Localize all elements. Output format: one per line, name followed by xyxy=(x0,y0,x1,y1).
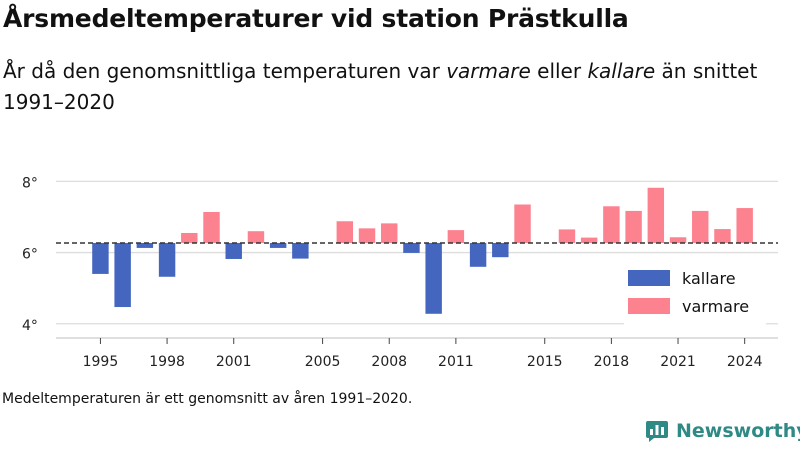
bar-colder xyxy=(492,242,509,258)
bar-colder xyxy=(425,242,442,314)
legend-label: kallare xyxy=(682,269,736,288)
bar-warmer xyxy=(447,230,465,243)
y-tick-label: 8° xyxy=(22,175,38,191)
chart-title: Årsmedeltemperaturer vid station Prästku… xyxy=(3,4,629,33)
bar-warmer xyxy=(603,206,620,243)
bar-chart: 4° 6° 8° 1995 1998 2001 2005 2008 2011 2015 2018 20… xyxy=(22,175,778,370)
legend-swatch xyxy=(628,270,670,286)
subtitle-text-2: eller xyxy=(530,59,588,83)
bar-warmer xyxy=(736,208,753,243)
bar-colder xyxy=(292,242,309,259)
bar-warmer xyxy=(514,204,531,243)
x-tick-label: 1998 xyxy=(149,354,185,370)
subtitle-text-1: År då den genomsnittliga temperaturen va… xyxy=(3,59,447,83)
bar-colder xyxy=(403,242,420,253)
bar-colder xyxy=(114,242,131,308)
bar-warmer xyxy=(625,210,642,243)
x-tick-label: 1995 xyxy=(83,354,119,370)
y-tick-label: 6° xyxy=(22,247,38,263)
footnote: Medeltemperaturen är ett genomsnitt av å… xyxy=(2,391,413,407)
x-tick-label: 2024 xyxy=(727,354,763,370)
bar-warmer xyxy=(381,223,398,243)
brand-logo: Newsworthy xyxy=(645,419,800,443)
bar-warmer xyxy=(580,237,598,243)
bar-warmer xyxy=(358,228,376,243)
bar-warmer xyxy=(203,211,220,243)
x-tick-label: 2021 xyxy=(660,354,696,370)
bar-warmer xyxy=(181,232,198,243)
bar-colder xyxy=(269,242,287,248)
bar-warmer xyxy=(692,210,709,243)
y-tick-label: 4° xyxy=(22,318,38,334)
bar-warmer xyxy=(558,229,576,243)
bar-colder xyxy=(158,242,176,277)
newsworthy-logo-icon xyxy=(646,421,668,442)
x-tick-label: 2001 xyxy=(216,354,252,370)
bar-warmer xyxy=(247,231,265,243)
bar-warmer xyxy=(647,187,665,243)
subtitle-emphasis-colder: kallare xyxy=(587,59,656,83)
legend-swatch xyxy=(628,298,670,314)
bar-colder xyxy=(92,242,109,274)
bar-colder xyxy=(136,242,154,248)
chart-subtitle: År då den genomsnittliga temperaturen va… xyxy=(3,56,783,118)
bar-warmer xyxy=(669,237,687,243)
brand-name: Newsworthy xyxy=(676,420,800,442)
x-tick-label: 2011 xyxy=(438,354,474,370)
bar-warmer xyxy=(714,229,731,243)
bar-colder xyxy=(469,242,487,267)
x-tick-label: 2008 xyxy=(371,354,407,370)
x-tick-label: 2005 xyxy=(305,354,341,370)
subtitle-emphasis-warmer: varmare xyxy=(446,59,531,83)
x-tick-label: 2018 xyxy=(594,354,630,370)
x-tick-label: 2015 xyxy=(527,354,563,370)
legend-label: varmare xyxy=(682,297,749,316)
bar-warmer xyxy=(336,221,354,243)
bar-colder xyxy=(225,242,242,259)
subtitle-text-3: än snittet 1991–2020 xyxy=(3,59,758,114)
